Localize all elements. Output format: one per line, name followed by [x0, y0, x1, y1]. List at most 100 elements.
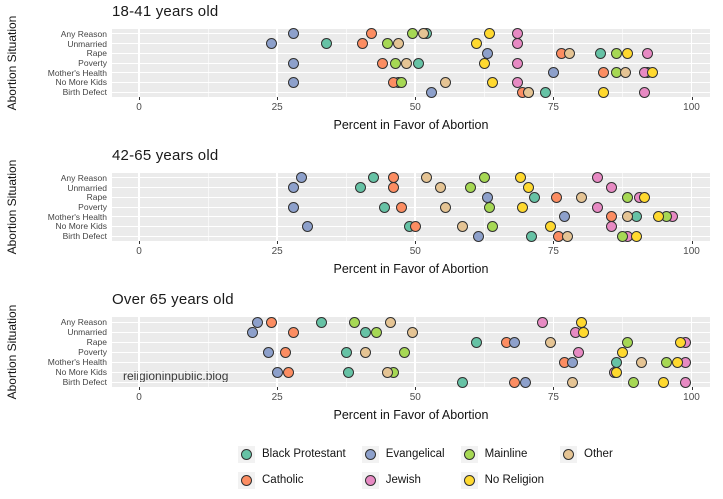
legend-item-label: Black Protestant — [262, 448, 346, 460]
category-label: Birth Defect — [62, 376, 107, 387]
data-point — [680, 376, 692, 388]
data-point — [622, 336, 634, 348]
category-gridline — [112, 206, 710, 208]
legend-key — [460, 471, 478, 489]
data-point — [545, 336, 557, 348]
data-point — [271, 366, 283, 378]
legend-point-icon — [463, 448, 475, 460]
data-point — [511, 76, 523, 88]
data-point — [597, 67, 609, 79]
data-point — [611, 47, 623, 59]
legend-point-icon — [364, 474, 376, 486]
x-tick-label: 50 — [409, 102, 421, 113]
data-point — [545, 220, 557, 232]
data-point — [456, 220, 468, 232]
category-label: Rape — [86, 192, 107, 203]
data-point — [630, 230, 642, 242]
x-tick-label: 0 — [136, 102, 142, 113]
data-point — [473, 230, 485, 242]
legend-key — [460, 445, 478, 463]
legend-item-other: Other — [560, 445, 613, 463]
data-point — [354, 182, 366, 194]
data-point — [440, 76, 452, 88]
data-point — [487, 76, 499, 88]
data-point — [605, 182, 617, 194]
x-tick-label: 25 — [271, 246, 283, 257]
legend-item-black-protestant: Black Protestant — [238, 445, 346, 463]
data-point — [418, 28, 430, 40]
data-point — [393, 38, 405, 50]
x-tick-label: 75 — [547, 102, 559, 113]
data-point — [592, 172, 604, 184]
x-tick-label: 75 — [547, 392, 559, 403]
data-point — [616, 230, 628, 242]
x-tick-mark — [553, 387, 555, 390]
data-point — [605, 220, 617, 232]
data-point — [547, 67, 559, 79]
category-label: Mother's Health — [47, 67, 107, 78]
x-tick-mark — [139, 387, 140, 390]
data-point — [478, 57, 490, 69]
data-point — [481, 191, 493, 203]
data-point — [509, 336, 521, 348]
data-point — [398, 346, 410, 358]
data-point — [674, 336, 686, 348]
category-label: Mother's Health — [47, 211, 107, 222]
legend-item-label: Jewish — [385, 474, 421, 486]
data-point — [426, 86, 438, 98]
x-tick-label: 25 — [271, 102, 283, 113]
data-point — [575, 316, 587, 328]
data-point — [652, 211, 664, 223]
data-point — [564, 47, 576, 59]
data-point — [406, 28, 418, 40]
x-tick-label: 100 — [683, 392, 700, 403]
data-point — [465, 182, 476, 194]
data-point — [528, 191, 540, 203]
x-tick-label: 25 — [271, 392, 283, 403]
legend-item-label: No Religion — [484, 474, 545, 486]
data-point — [517, 201, 529, 213]
data-point — [487, 220, 499, 232]
data-point — [622, 191, 634, 203]
data-point — [639, 86, 651, 98]
legend-item-mainline: Mainline — [460, 445, 544, 463]
legend-point-icon — [463, 474, 475, 486]
data-point — [288, 76, 300, 88]
category-label: No More Kids — [55, 221, 108, 232]
legend-item-jewish: Jewish — [361, 471, 445, 489]
legend: Black Protestant Catholic Evangelical Jewis… — [238, 441, 613, 493]
data-point — [390, 57, 402, 69]
y-axis-title: Abortion Situation — [5, 304, 19, 400]
data-point — [578, 326, 590, 338]
legend-key — [361, 471, 379, 489]
category-label: Poverty — [78, 201, 107, 212]
data-point — [597, 86, 609, 98]
data-point — [567, 356, 579, 368]
category-gridline — [112, 52, 710, 54]
legend-key — [238, 445, 255, 463]
data-point — [420, 172, 432, 184]
legend-item-no-religion: No Religion — [460, 471, 545, 489]
data-point — [288, 28, 300, 40]
category-label: Rape — [86, 336, 107, 347]
category-gridline — [112, 351, 710, 353]
data-point — [456, 376, 468, 388]
data-point — [288, 182, 300, 194]
data-point — [536, 316, 548, 328]
data-point — [401, 57, 413, 69]
category-gridline — [112, 371, 710, 373]
plot-area-over-65: religioninpublic.blog 0 25 50 75 100 Any Reas… — [48, 316, 710, 403]
panel-title-over-65: Over 65 years old — [112, 291, 234, 308]
data-point — [302, 220, 313, 232]
data-point — [661, 356, 673, 368]
data-point — [523, 182, 534, 194]
x-tick-mark — [415, 387, 417, 390]
legend-key — [361, 445, 379, 463]
legend-item-label: Evangelical — [385, 448, 445, 460]
data-point — [387, 182, 399, 194]
x-tick-mark — [139, 97, 140, 100]
category-gridline — [112, 341, 710, 343]
legend-point-icon — [563, 448, 575, 460]
x-tick-mark — [277, 241, 279, 244]
